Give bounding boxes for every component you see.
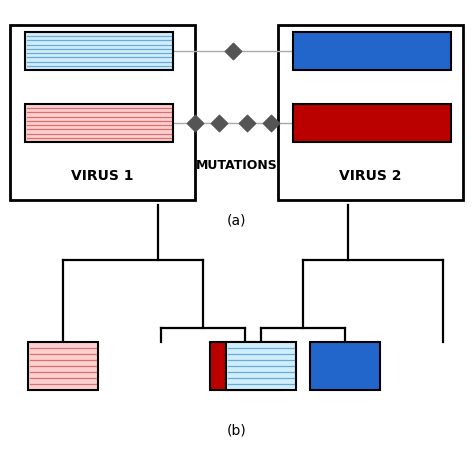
Bar xyxy=(25,105,173,143)
Text: MUTATIONS: MUTATIONS xyxy=(196,159,277,172)
Bar xyxy=(278,26,463,201)
Text: (b): (b) xyxy=(227,423,247,437)
Bar xyxy=(210,342,280,390)
Point xyxy=(229,48,237,56)
Point xyxy=(191,120,199,127)
Bar xyxy=(25,33,173,71)
Point xyxy=(268,120,275,127)
Text: (a): (a) xyxy=(227,213,247,228)
Text: VIRUS 1: VIRUS 1 xyxy=(71,169,134,182)
Bar xyxy=(10,26,195,201)
Bar xyxy=(310,342,380,390)
Bar xyxy=(293,33,451,71)
Bar xyxy=(226,342,296,390)
Bar xyxy=(28,342,98,390)
Bar xyxy=(293,105,451,143)
Point xyxy=(215,120,222,127)
Point xyxy=(244,120,251,127)
Text: VIRUS 2: VIRUS 2 xyxy=(339,169,402,182)
